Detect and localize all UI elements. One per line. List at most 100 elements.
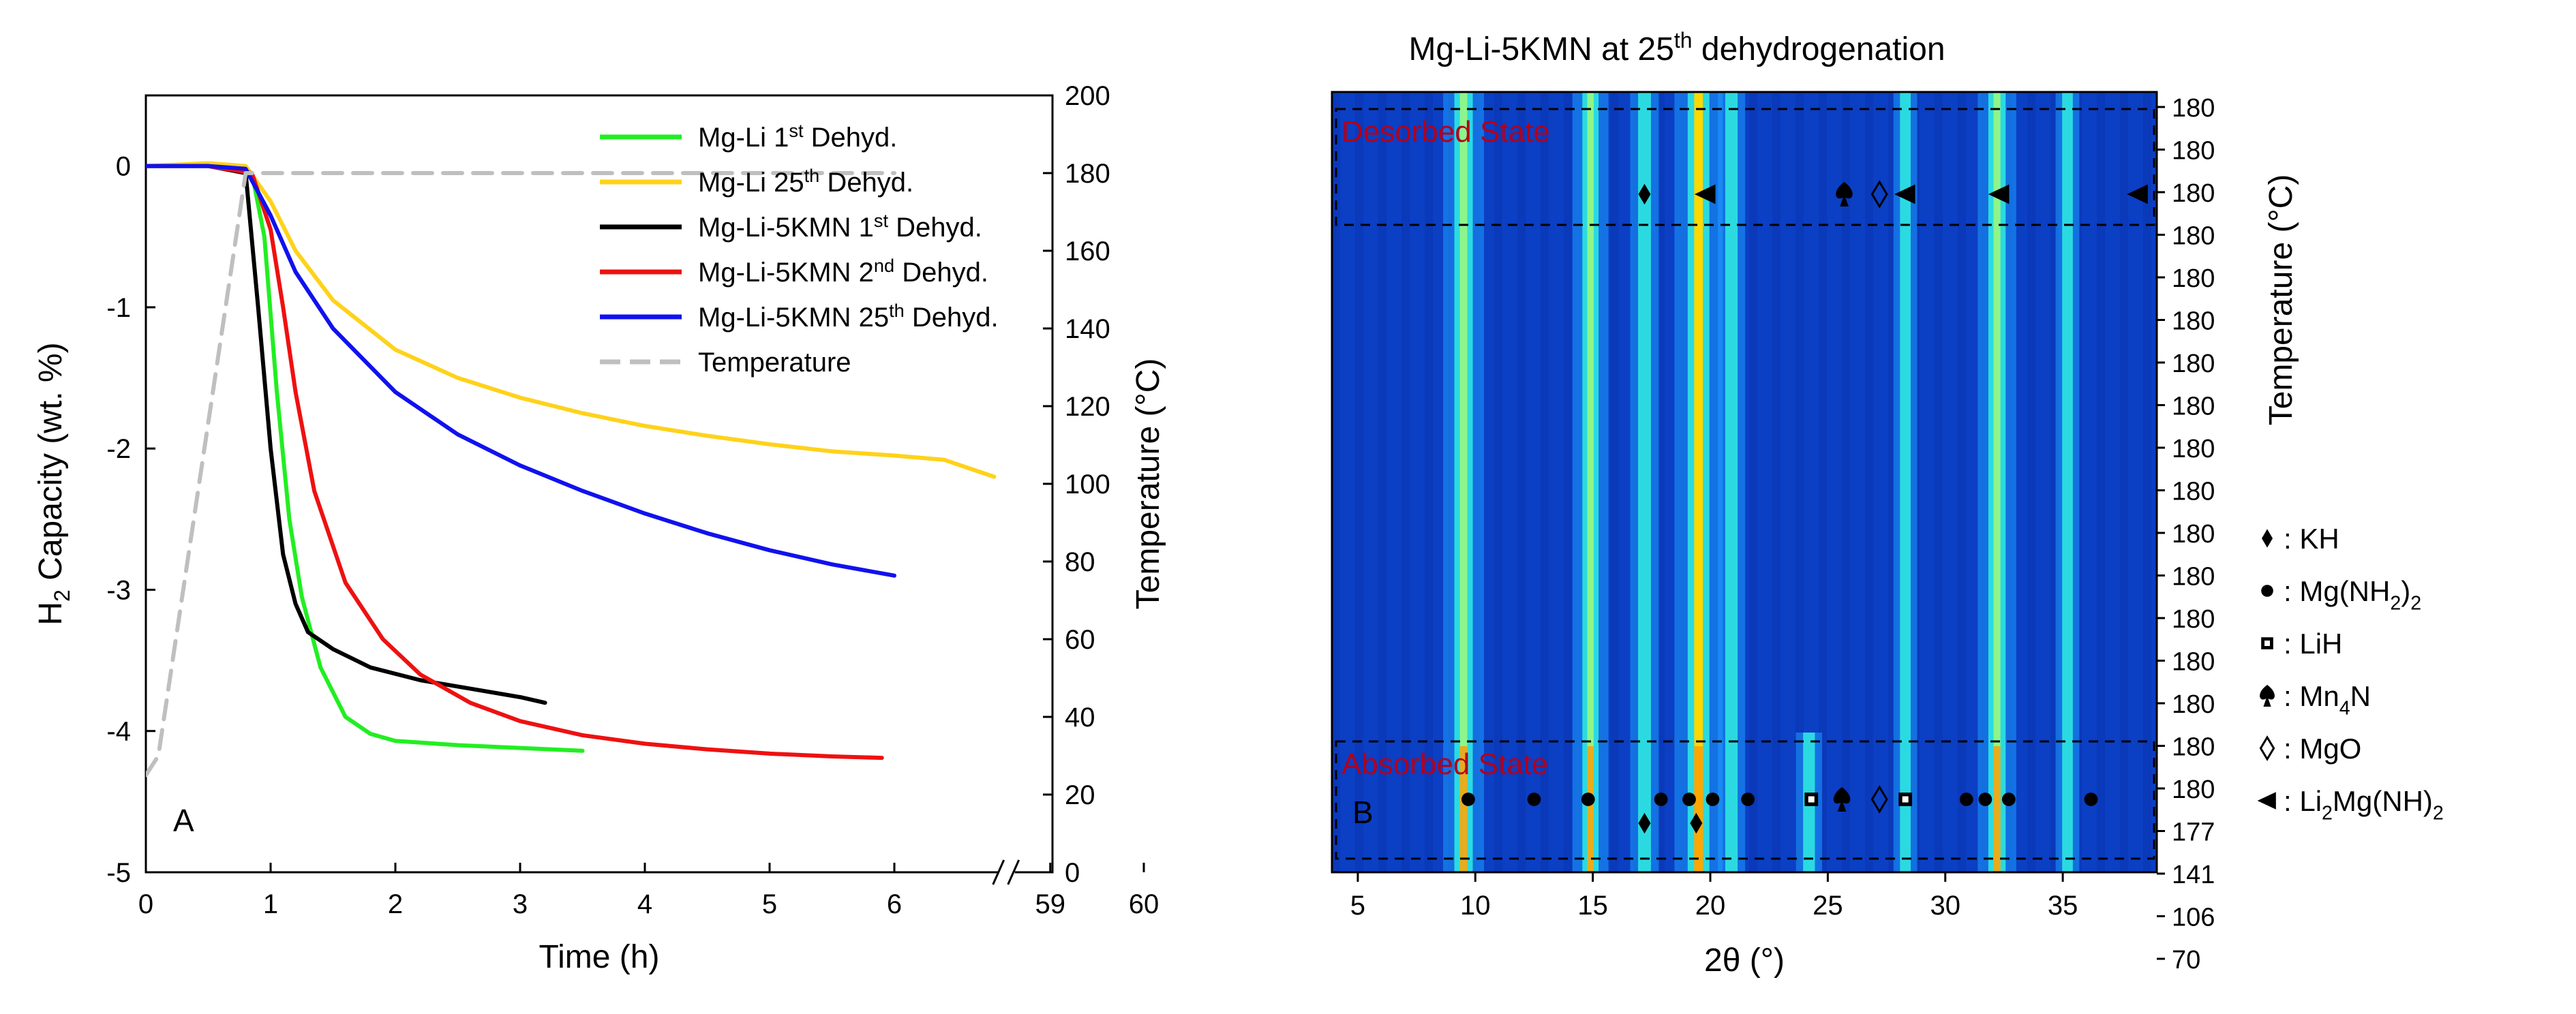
y-tick-label-5: -5: [106, 858, 131, 888]
b-temp-tick-label-8: 180: [2172, 435, 2215, 463]
series-line-2-0: [146, 164, 547, 705]
b-temp-tick-label-2: 180: [2172, 179, 2215, 208]
absorbed-marker-circle-12: [1978, 793, 1992, 806]
phase-legend-label-4: : MgO: [2284, 733, 2361, 765]
b-x-tick-label-6: 35: [2048, 891, 2078, 921]
y2-tick-label-2: 40: [1065, 703, 1095, 733]
y2-tick-label-1: 20: [1065, 780, 1095, 810]
b-x-tick-label-0: 5: [1350, 891, 1365, 921]
b-x-tick-label-5: 30: [1930, 891, 1960, 921]
b-temp-tick-label-17: 177: [2172, 818, 2215, 847]
y2-tick-label-9: 180: [1065, 159, 1110, 189]
desorbed-marker-triangle-4: [1894, 184, 1915, 204]
heatmap-band-18: [1749, 92, 1757, 872]
heatmap-band-2: [1378, 92, 1387, 872]
desorbed-marker-triangle-1: [1694, 184, 1716, 204]
desorbed-marker-triangle-5: [1988, 184, 2010, 204]
heatmap-band-35: [2143, 92, 2151, 872]
b-temp-tick-label-7: 180: [2172, 393, 2215, 421]
phase-legend-marker-5: [2257, 792, 2276, 810]
x-tick-label-8: 60: [1129, 889, 1160, 919]
legend-label-0: Mg-Li 1st Dehyd.: [698, 120, 897, 153]
b-x-axis-label: 2θ (°): [1704, 942, 1785, 979]
legend: Mg-Li 1st Dehyd. Mg-Li 25th Dehyd. Mg-Li-5…: [600, 120, 999, 378]
x-tick-label-3: 3: [513, 889, 528, 919]
plot-frame: [145, 94, 1054, 874]
desorbed-state-label: Desorbed State: [1342, 115, 1550, 149]
absorbed-marker-open-diamond-9: [1870, 785, 1888, 814]
diffraction-peak-8: [2055, 92, 2080, 872]
b-title: Mg-Li-5KMN at 25th dehydrogenation: [1408, 28, 1945, 67]
axis-break-mark-right: [1007, 859, 1020, 885]
heatmap-band-20: [1795, 92, 1804, 872]
series-line-5-0: [146, 171, 896, 778]
phase-legend-label-2: : LiH: [2284, 628, 2342, 660]
diffraction-peak-3: [1674, 92, 1723, 872]
series-layer: [146, 161, 997, 778]
y-axis-label: H2 Capacity (wt. %): [33, 342, 74, 625]
y-tick-label-0: 0: [116, 152, 131, 182]
heatmap-frame: [1331, 91, 2158, 874]
panel-letter-b: B: [1352, 795, 1374, 830]
phase-legend-marker-4: [2259, 735, 2275, 761]
x-tick-label-2: 2: [388, 889, 403, 919]
heatmap-band-33: [2097, 92, 2105, 872]
absorbed-marker-circle-1: [1527, 793, 1541, 806]
b-temp-tick-label-4: 180: [2172, 264, 2215, 293]
y2-tick-label-4: 80: [1065, 547, 1095, 577]
b-temp-tick-label-16: 180: [2172, 775, 2215, 804]
b-temp-tick-label-0: 180: [2172, 94, 2215, 123]
series-line-1-0: [146, 161, 997, 479]
series-1: [146, 161, 997, 479]
x-axis-label: Time (h): [539, 939, 660, 975]
diffraction-peak-1: [1572, 92, 1609, 872]
phase-legend-marker-2: [2261, 637, 2273, 649]
y-tick-label-1: -1: [106, 293, 131, 323]
phase-legend-marker-0: [2262, 529, 2273, 548]
b-y2-axis-label: Temperature (°C): [2263, 174, 2299, 426]
y2-tick-label-5: 100: [1065, 470, 1110, 500]
absorbed-marker-spade-8: [1833, 787, 1851, 812]
b-temp-tick-label-3: 180: [2172, 222, 2215, 251]
legend-label-4: Mg-Li-5KMN 25th Dehyd.: [698, 300, 999, 333]
b-x-tick-label-2: 15: [1577, 891, 1608, 921]
diffraction-peak-4: [1717, 92, 1746, 872]
b-x-tick-label-1: 10: [1460, 891, 1491, 921]
y2-tick-label-8: 160: [1065, 236, 1110, 266]
phase-legend: : KH: Mg(NH2)2: LiH: Mn4N: MgO: Li2Mg(NH…: [2257, 523, 2444, 825]
heatmap-band-21: [1819, 92, 1827, 872]
x-tick-label-5: 5: [762, 889, 777, 919]
b-temp-tick-label-14: 180: [2172, 690, 2215, 719]
heatmap-band-8: [1517, 92, 1526, 872]
heatmap-band-0: [1332, 92, 1340, 872]
heatmap-band-26: [1935, 92, 1943, 872]
desorbed-marker-triangle-6: [2127, 184, 2148, 204]
y2-tick-label-6: 120: [1065, 392, 1110, 422]
x-tick-label-0: 0: [138, 889, 153, 919]
y2-tick-label-7: 140: [1065, 314, 1110, 344]
b-x-tick-label-3: 20: [1695, 891, 1726, 921]
y-tick-label-4: -4: [106, 717, 131, 747]
absorbed-state-label: Absorbed State: [1342, 748, 1548, 781]
b-temp-tick-label-13: 180: [2172, 648, 2215, 677]
heatmap-band-30: [2027, 92, 2035, 872]
b-temp-tick-label-1: 180: [2172, 137, 2215, 166]
b-x-tick-label-4: 25: [1813, 891, 1843, 921]
legend-label-2: Mg-Li-5KMN 1st Dehyd.: [698, 210, 982, 243]
absorbed-marker-diamond-15: [1638, 812, 1651, 834]
x-tick-label-7: 59: [1035, 889, 1066, 919]
series-line-3-0: [146, 164, 884, 760]
b-temp-tick-label-5: 180: [2172, 307, 2215, 336]
b-temp-tick-label-11: 180: [2172, 563, 2215, 592]
absorbed-marker-open-square-10: [1898, 793, 1913, 806]
desorbed-region-box: [1335, 108, 2155, 226]
diffraction-peak-2: [1630, 92, 1659, 872]
absorbed-marker-open-square-7: [1804, 793, 1819, 806]
heatmap-band-4: [1425, 92, 1433, 872]
absorbed-marker-diamond-16: [1690, 812, 1703, 834]
diffraction-peak-7: [1978, 92, 2016, 872]
y-tick-label-2: -2: [106, 434, 131, 464]
b-temp-tick-label-6: 180: [2172, 350, 2215, 378]
absorbed-marker-circle-2: [1581, 793, 1595, 806]
absorbed-marker-circle-13: [2001, 793, 2016, 806]
